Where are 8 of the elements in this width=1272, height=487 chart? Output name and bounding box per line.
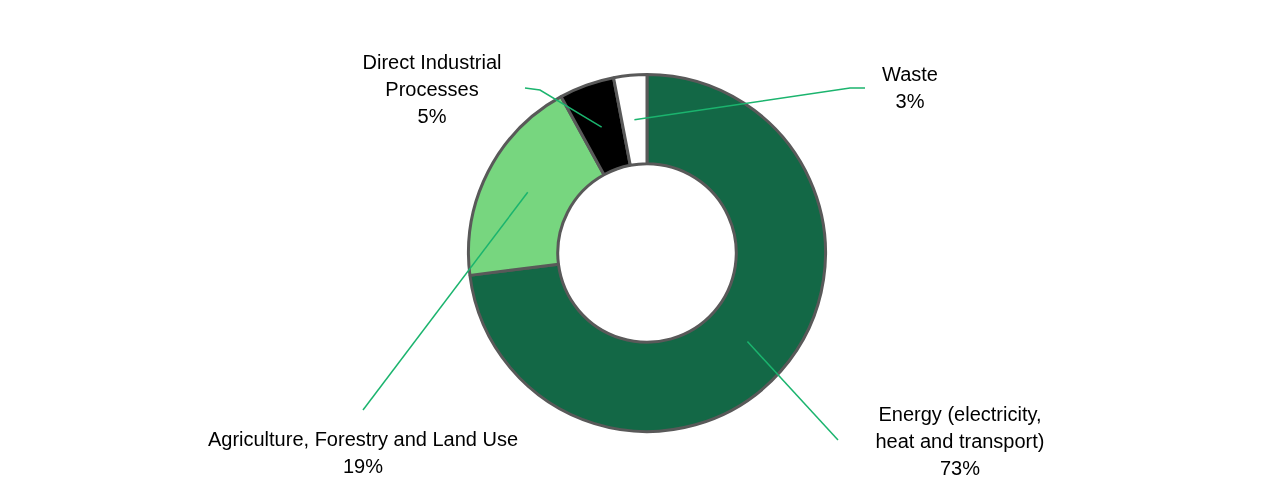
slice-label: Waste — [882, 62, 938, 85]
data-label: 19% — [342, 454, 384, 477]
data-label: 5% — [417, 104, 447, 127]
data-label: 73% — [939, 456, 981, 479]
slice-label: Agriculture, Forestry and Land Use — [207, 427, 519, 450]
data-label: 3% — [895, 89, 925, 112]
slice-label: Energy (electricity, heat and transport) — [875, 402, 1045, 452]
slice-label: Direct Industrial Processes — [362, 50, 502, 100]
